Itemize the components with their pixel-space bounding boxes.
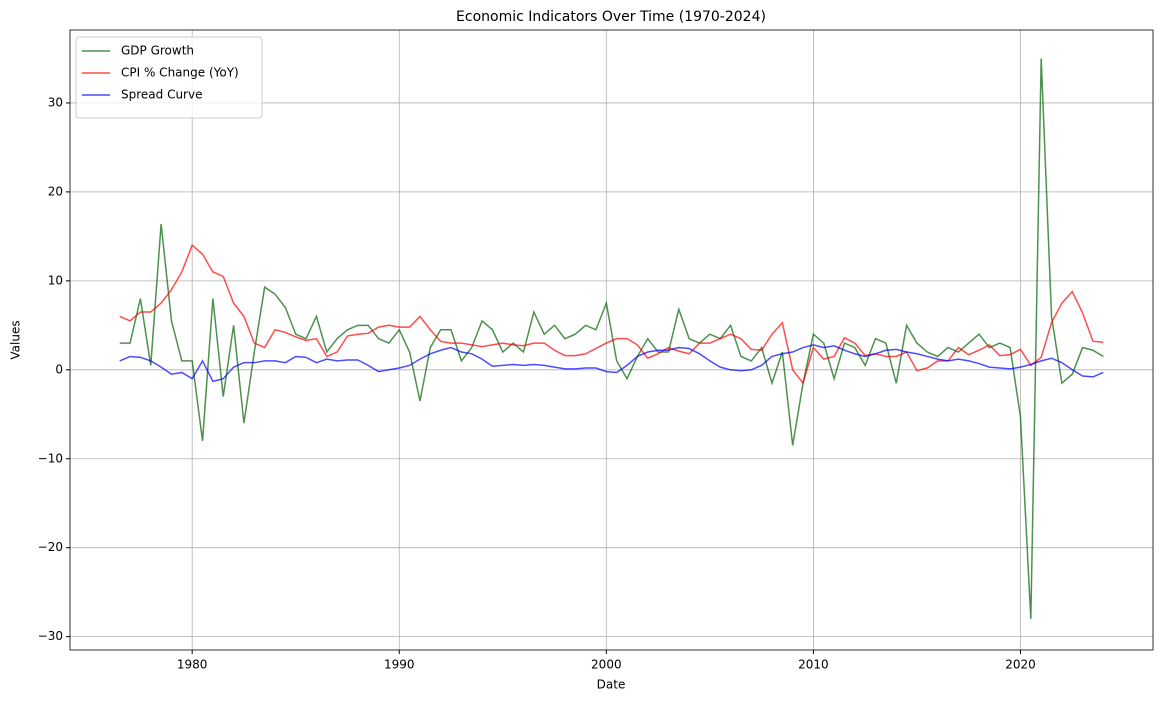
y-tick-label: 20 — [48, 184, 63, 198]
series-line — [119, 244, 1104, 385]
y-tick-label: −10 — [38, 451, 63, 465]
x-tick-label: 1980 — [177, 658, 208, 672]
y-tick-label: 30 — [48, 95, 63, 109]
x-axis-label: Date — [597, 678, 626, 692]
series-line — [119, 344, 1104, 383]
plot-frame — [69, 29, 1154, 651]
chart-title: Economic Indicators Over Time (1970-2024… — [456, 9, 766, 25]
x-tick-label: 2000 — [591, 658, 622, 672]
y-tick-label: 10 — [48, 273, 63, 287]
x-tick-label: 2020 — [1005, 658, 1036, 672]
legend-label: CPI % Change (YoY) — [121, 66, 239, 80]
y-tick-label: −20 — [38, 540, 63, 554]
y-tick-label: 0 — [55, 362, 63, 376]
x-tick-label: 2010 — [798, 658, 829, 672]
y-tick-label: −30 — [38, 629, 63, 643]
legend-box — [75, 36, 263, 119]
legend-label: Spread Curve — [121, 88, 202, 102]
legend-label: GDP Growth — [121, 44, 194, 58]
series-line — [119, 58, 1104, 619]
x-tick-label: 1990 — [384, 658, 415, 672]
y-axis-label: Values — [9, 320, 23, 359]
